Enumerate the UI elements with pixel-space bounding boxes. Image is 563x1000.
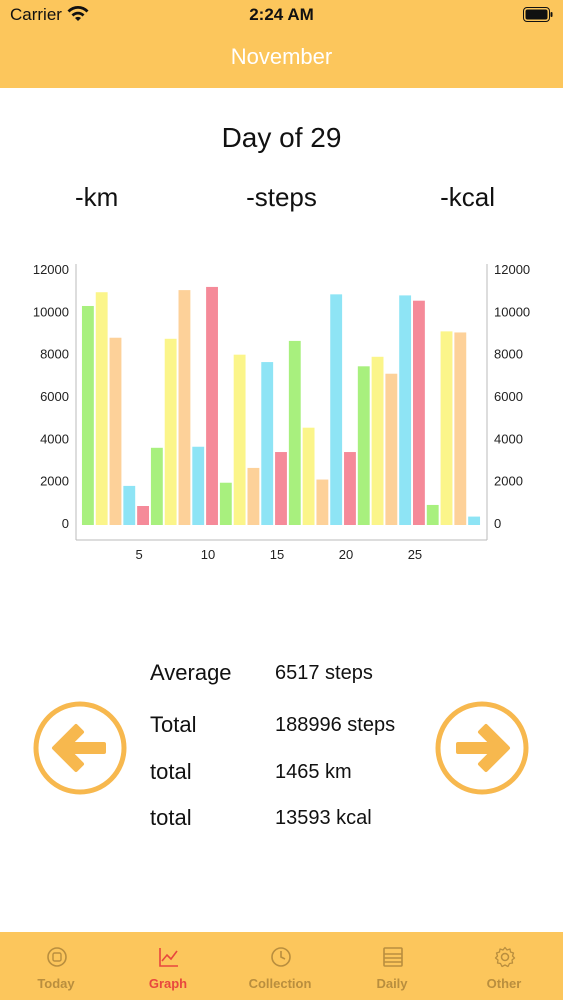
y-tick-label-left: 12000 xyxy=(33,262,69,277)
y-tick-label-right: 2000 xyxy=(494,474,523,489)
tab-collection[interactable]: Collection xyxy=(224,932,336,1000)
stat-value: 1465 km xyxy=(275,761,352,783)
y-tick-label-left: 8000 xyxy=(40,347,69,362)
stat-average: Average 6517 steps xyxy=(150,660,450,694)
y-tick-label-left: 10000 xyxy=(33,304,69,319)
y-tick-label-right: 10000 xyxy=(494,304,530,319)
list-icon xyxy=(383,947,403,967)
chart-bar xyxy=(137,506,149,525)
chart-bar xyxy=(95,292,108,525)
battery-icon xyxy=(523,7,553,22)
tab-label: Graph xyxy=(148,976,188,991)
stat-value: 13593 kcal xyxy=(275,807,372,829)
tab-daily[interactable]: Daily xyxy=(336,932,448,1000)
tab-label: Collection xyxy=(248,976,312,991)
chart-bar xyxy=(357,366,370,525)
clock-icon xyxy=(271,947,291,967)
x-tick-label: 10 xyxy=(201,547,215,562)
chart-bar xyxy=(192,446,205,525)
x-tick-label: 5 xyxy=(135,547,142,562)
tab-graph[interactable]: Graph xyxy=(112,932,224,1000)
arrow-right-icon xyxy=(456,724,510,772)
x-tick-label: 15 xyxy=(270,547,284,562)
status-bar: Carrier 2:24 AM xyxy=(0,0,563,30)
y-tick-label-right: 8000 xyxy=(494,347,523,362)
chart-bar xyxy=(302,427,315,525)
chart-bar xyxy=(233,354,246,525)
chart-bar xyxy=(330,294,343,525)
today-icon xyxy=(47,947,67,967)
chart-bar xyxy=(316,479,329,525)
summary-kcal: -kcal xyxy=(440,182,495,212)
steps-bar-chart: 0 0 2000 2000 4000 4000 6000 6000 8000 8000 10000 1… xyxy=(33,262,530,562)
stat-value: 188996 steps xyxy=(275,714,396,736)
chart-bar xyxy=(81,305,94,525)
x-tick-label: 25 xyxy=(408,547,422,562)
chart-bar xyxy=(275,452,287,525)
x-tick-label: 20 xyxy=(339,547,353,562)
header: Carrier 2:24 AM November xyxy=(0,0,563,88)
gear-icon xyxy=(494,946,516,968)
chart-bar xyxy=(123,485,136,525)
chart-bar xyxy=(247,467,260,525)
chart-bar xyxy=(371,356,384,525)
chart-bar xyxy=(426,504,439,525)
stat-label: Total xyxy=(150,712,197,737)
tab-other[interactable]: Other xyxy=(448,932,560,1000)
chart-bar xyxy=(261,362,274,525)
previous-month-button[interactable] xyxy=(32,700,128,796)
summary-km: -km xyxy=(75,182,119,212)
y-tick-label-left: 0 xyxy=(62,516,69,531)
stat-value: 6517 steps xyxy=(275,662,373,684)
stat-total-steps: Total 188996 steps xyxy=(150,712,450,746)
chart-bar xyxy=(206,286,218,525)
chart-bar xyxy=(164,338,177,525)
tab-today[interactable]: Today xyxy=(0,932,112,1000)
day-title: Day of 29 xyxy=(221,122,342,153)
chart-bar xyxy=(178,290,191,525)
chart-bar xyxy=(150,447,163,525)
arrow-left-icon xyxy=(52,724,106,772)
y-tick-label-right: 0 xyxy=(494,516,501,531)
status-time: 2:24 AM xyxy=(249,5,314,24)
chart-bar xyxy=(413,300,425,525)
summary-steps: -steps xyxy=(246,182,317,212)
nav-title: November xyxy=(230,44,333,69)
chart-bar xyxy=(399,295,412,525)
y-tick-label-right: 6000 xyxy=(494,389,523,404)
wifi-icon xyxy=(67,6,89,21)
chart-bar xyxy=(288,340,301,525)
next-month-button[interactable] xyxy=(434,700,530,796)
chart-bar xyxy=(385,373,398,525)
tab-bar: Today Graph Collection Daily Other xyxy=(0,932,563,1000)
chart-bar xyxy=(468,516,481,525)
y-tick-label-left: 4000 xyxy=(40,431,69,446)
chart-bar xyxy=(344,452,356,525)
stat-total-kcal: total 13593 kcal xyxy=(150,805,450,839)
y-tick-label-left: 6000 xyxy=(40,389,69,404)
y-tick-label-right: 12000 xyxy=(494,262,530,277)
chart-bar xyxy=(440,331,453,525)
stat-label: total xyxy=(150,759,192,784)
graph-icon xyxy=(159,948,178,967)
chart-bar xyxy=(109,337,122,525)
stat-total-km: total 1465 km xyxy=(150,759,450,793)
tab-label: Today xyxy=(37,976,75,991)
tab-label: Daily xyxy=(376,976,408,991)
tab-label: Other xyxy=(486,976,522,991)
y-tick-label-right: 4000 xyxy=(494,431,523,446)
stat-label: Average xyxy=(150,660,232,685)
carrier-label: Carrier xyxy=(10,5,62,24)
chart-bar xyxy=(454,332,467,525)
chart-bar xyxy=(219,482,232,525)
stat-label: total xyxy=(150,805,192,830)
y-tick-label-left: 2000 xyxy=(40,474,69,489)
